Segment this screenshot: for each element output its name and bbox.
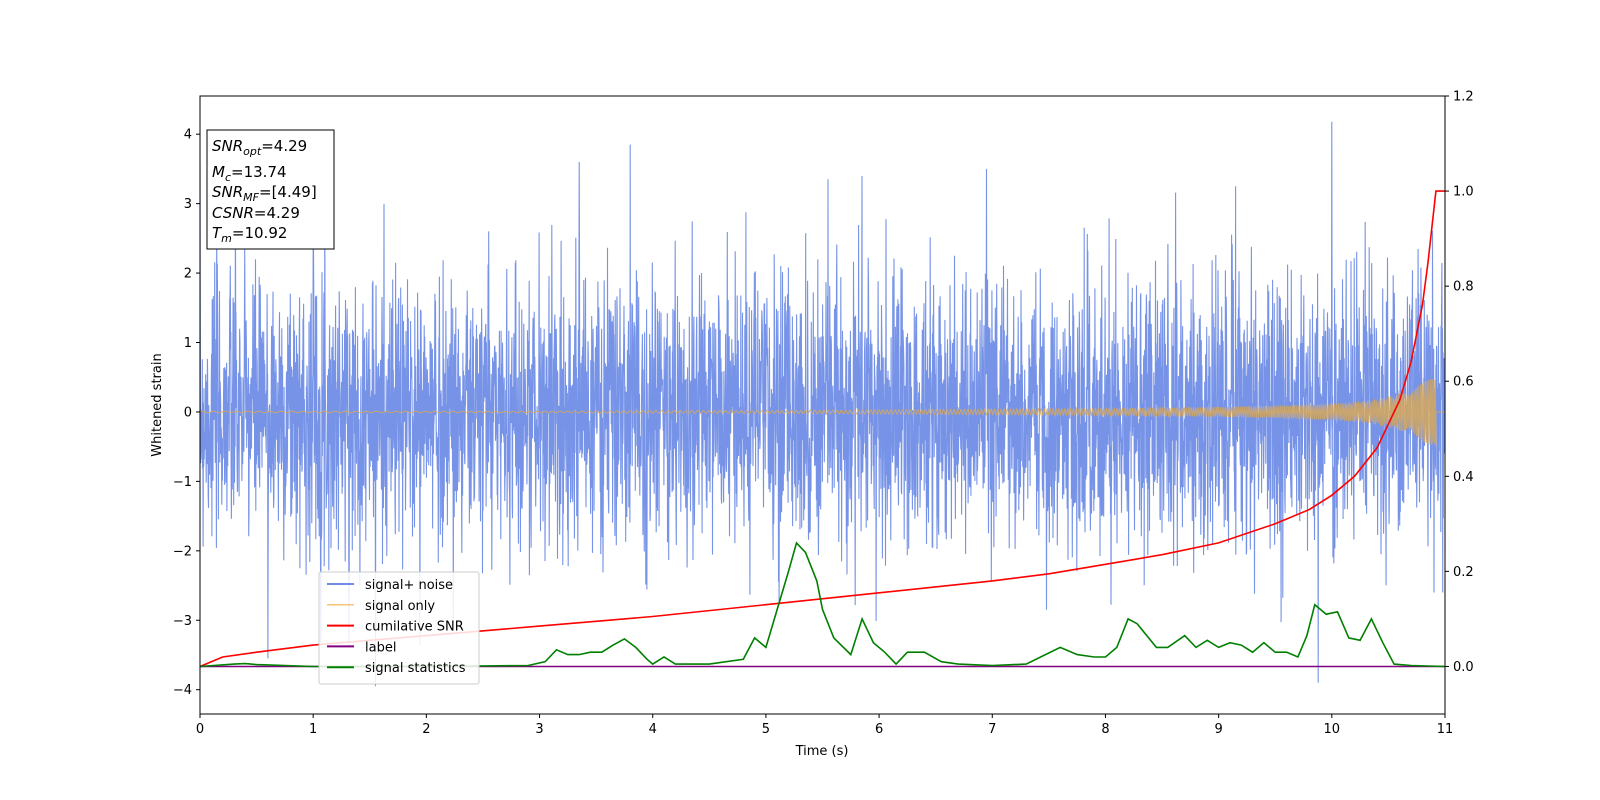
legend-frame (318, 571, 480, 685)
info-subscript: m (221, 232, 232, 245)
y-axis-right: 0.0 0.2 0.4 0.6 0.8 1.0 1.2 (1445, 90, 1474, 675)
x-tick-label: 5 (762, 722, 770, 737)
x-tick-label: 0 (196, 722, 204, 737)
info-box-line: CSNR=4.29 (212, 204, 300, 222)
series-line (200, 541, 1445, 668)
legend-label: signal only (365, 599, 435, 614)
y-left-tick-label: 2 (184, 267, 192, 282)
x-tick-label: 7 (988, 722, 996, 737)
y-right-tick-label: 0.2 (1453, 565, 1474, 580)
legend-label: label (365, 640, 396, 655)
info-symbol: CSNR (212, 204, 254, 222)
y-left-tick-label: −2 (173, 544, 192, 559)
info-value: =4.29 (261, 137, 307, 155)
series-signal-only (200, 379, 1445, 447)
info-box-frame (206, 129, 335, 250)
info-value: =[4.49] (259, 183, 317, 201)
y-right-tick-label: 0.6 (1453, 375, 1474, 390)
y-right-tick-label: 1.0 (1453, 185, 1474, 200)
legend: signal+ noise signal only cumilative SNR la… (318, 571, 480, 685)
info-value: =13.74 (231, 163, 287, 181)
y-left-tick-label: 4 (184, 128, 192, 143)
info-symbol: SNR (212, 183, 243, 201)
x-tick-label: 9 (1214, 722, 1222, 737)
series-line (200, 121, 1445, 687)
x-tick-label: 4 (649, 722, 657, 737)
plot-frame (199, 95, 1446, 715)
series-signal-statistics (200, 541, 1445, 668)
series-signal-noise (200, 121, 1445, 687)
x-tick-label: 2 (422, 722, 430, 737)
info-box-line: Tm=10.92 (212, 224, 287, 245)
x-tick-label: 10 (1324, 722, 1341, 737)
info-value: =4.29 (254, 204, 300, 222)
info-value: =10.92 (232, 224, 288, 242)
legend-label: cumilative SNR (365, 620, 464, 635)
y-right-tick-label: 0.0 (1453, 660, 1474, 675)
info-symbol: SNR (212, 137, 243, 155)
x-tick-label: 3 (535, 722, 543, 737)
y-axis-label: Whitened strain (150, 353, 165, 456)
series-line-overlay (200, 379, 1445, 447)
legend-label: signal statistics (365, 661, 466, 676)
info-box-line: Mc=13.74 (212, 163, 287, 184)
info-subscript: MF (243, 191, 259, 204)
info-subscript: c (225, 171, 231, 184)
y-right-tick-label: 0.4 (1453, 470, 1474, 485)
info-box-line: SNRMF=[4.49] (212, 183, 317, 204)
info-subscript: opt (243, 145, 262, 158)
info-box-line: SNRopt=4.29 (212, 137, 307, 158)
info-box: SNRopt=4.29Mc=13.74SNRMF=[4.49]CSNR=4.29… (206, 129, 335, 250)
y-left-tick-label: 1 (184, 336, 192, 351)
y-right-tick-label: 0.8 (1453, 280, 1474, 295)
x-axis-label: Time (s) (795, 744, 849, 759)
y-axis-left: −4 −3 −2 −1 0 1 2 3 4 (173, 128, 200, 698)
x-axis: 0 1 2 3 4 5 6 7 8 9 10 11 (196, 714, 1453, 737)
info-symbol: T (212, 224, 223, 242)
y-left-tick-label: −4 (173, 683, 192, 698)
info-symbol: M (212, 163, 225, 181)
legend-label: signal+ noise (365, 578, 453, 593)
y-right-tick-label: 1.2 (1453, 90, 1474, 105)
x-tick-label: 1 (309, 722, 317, 737)
x-tick-label: 8 (1101, 722, 1109, 737)
y-left-tick-label: 3 (184, 197, 192, 212)
y-left-tick-label: −3 (173, 614, 192, 629)
y-left-tick-label: 0 (184, 405, 192, 420)
x-tick-label: 6 (875, 722, 883, 737)
y-left-tick-label: −1 (173, 475, 192, 490)
x-tick-label: 11 (1437, 722, 1454, 737)
